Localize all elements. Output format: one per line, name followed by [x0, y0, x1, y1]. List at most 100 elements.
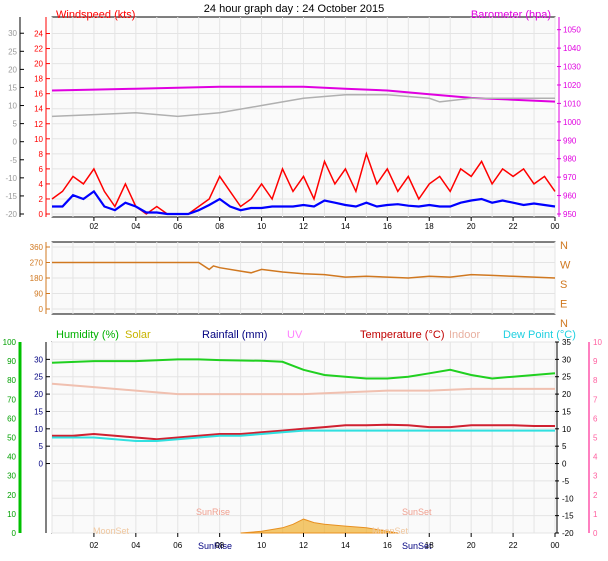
- x-tick-label: 10: [257, 222, 266, 231]
- humidity-axis-tick-label: 30: [7, 472, 16, 481]
- x-tick-label: 14: [341, 222, 350, 231]
- temp-right-tick-label: 25: [562, 373, 571, 382]
- x-tick-label: 08: [215, 541, 224, 550]
- temp-left-tick-label: 5: [39, 442, 44, 451]
- temp-right-tick-label: 20: [562, 390, 571, 399]
- wind-axis-tick-label: 16: [34, 90, 43, 99]
- legend-label: Temperature (°C): [360, 329, 444, 341]
- compass-label: N: [560, 240, 568, 252]
- humidity-axis-tick-label: 40: [7, 453, 16, 462]
- wind-axis-tick-label: 22: [34, 45, 43, 54]
- uv-axis-tick-label: 3: [593, 472, 598, 481]
- compass-label: N: [560, 318, 568, 330]
- outer-axis-tick-label: -10: [5, 174, 17, 183]
- wind-axis-tick-label: 12: [34, 120, 43, 129]
- temp-right-tick-label: 10: [562, 425, 571, 434]
- wind-axis-tick-label: 6: [39, 165, 44, 174]
- x-tick-label: 18: [425, 541, 434, 550]
- series-humidity: [51, 358, 556, 380]
- legend-label: Rainfall (mm): [202, 329, 267, 341]
- wind-axis-tick-label: 20: [34, 60, 43, 69]
- windspeed-label: Windspeed (kts): [56, 9, 135, 21]
- x-tick-label: 20: [467, 222, 476, 231]
- wind-axis-tick-label: 8: [39, 150, 44, 159]
- legend-label: Dew Point (°C): [503, 329, 576, 341]
- compass-label: E: [560, 299, 567, 311]
- barometer-axis: 1050 1040 1030 1020 1010 1000 990 980 970 960 950: [557, 17, 581, 219]
- wind-axis-tick-label: 4: [39, 180, 44, 189]
- x-tick-label: 00: [551, 222, 560, 231]
- humidity-axis-tick-label: 20: [7, 491, 16, 500]
- temp-panel-lines: [51, 358, 556, 534]
- wind-panel-x-axis: 02 04 06 08 10 12 14 16 18 20 22 00: [89, 217, 560, 231]
- deg-axis-tick-label: 270: [30, 259, 44, 268]
- wind-axis-tick-label: 10: [34, 135, 43, 144]
- x-tick-label: 22: [509, 541, 518, 550]
- temp-right-tick-label: -15: [562, 512, 574, 521]
- x-tick-label: 10: [257, 541, 266, 550]
- series-indoor: [51, 382, 555, 396]
- x-tick-label: 04: [131, 222, 140, 231]
- annotation-label: SunRise: [196, 507, 230, 517]
- wind-outer-axis: 30 25 20 15 10 5 0 -5 -10 -15 -20: [5, 17, 24, 219]
- temp-right-tick-label: -5: [562, 477, 570, 486]
- humidity-axis-tick-label: 80: [7, 376, 16, 385]
- x-tick-label: 00: [551, 541, 560, 550]
- outer-axis-tick-label: -20: [5, 210, 17, 219]
- deg-axis-tick-label: 180: [30, 274, 44, 283]
- temp-right-tick-label: 5: [562, 442, 567, 451]
- uv-axis-tick-label: 5: [593, 434, 598, 443]
- outer-axis-tick-label: 30: [8, 29, 17, 38]
- uv-axis-tick-label: 8: [593, 376, 598, 385]
- uv-axis-tick-label: 2: [593, 491, 598, 500]
- outer-axis-tick-label: -15: [5, 192, 17, 201]
- legend-label: Solar: [125, 329, 151, 341]
- outer-axis-tick-label: 15: [8, 83, 17, 92]
- series-temperature: [52, 423, 555, 441]
- humidity-axis-tick-label: 10: [7, 510, 16, 519]
- baro-axis-tick-label: 1020: [563, 81, 581, 90]
- temp-left-tick-label: 15: [34, 407, 43, 416]
- deg-axis-tick-label: 360: [30, 243, 44, 252]
- uv-axis-tick-label: 6: [593, 414, 598, 423]
- temp-panel-legend: Humidity (%) Solar Rainfall (mm) UV Temperat…: [56, 329, 576, 341]
- deg-axis-tick-label: 0: [39, 305, 44, 314]
- wind-axis-tick-label: 0: [39, 210, 44, 219]
- series-solar: [240, 518, 398, 534]
- uv-axis-tick-label: 0: [593, 529, 598, 538]
- humidity-axis-tick-label: 100: [3, 338, 17, 347]
- temp-left-tick-label: 20: [34, 390, 43, 399]
- outer-axis-tick-label: 0: [13, 138, 18, 147]
- wind-axis-tick-label: 14: [34, 105, 43, 114]
- baro-axis-tick-label: 970: [563, 173, 577, 182]
- uv-axis-tick-label: 4: [593, 453, 598, 462]
- series-average: [52, 189, 556, 216]
- baro-axis-tick-label: 1010: [563, 99, 581, 108]
- wind-panel-lines: [51, 85, 556, 216]
- uv-axis-tick-label: 10: [593, 338, 602, 347]
- x-tick-label: 16: [383, 222, 392, 231]
- legend-label: Indoor: [449, 329, 481, 341]
- direction-degree-axis: 360 270 180 90 0: [30, 242, 50, 314]
- deg-axis-tick-label: 90: [34, 290, 43, 299]
- outer-axis-tick-label: 10: [8, 102, 17, 111]
- wind-axis-tick-label: 24: [34, 30, 43, 39]
- outer-axis-tick-label: 20: [8, 65, 17, 74]
- temp-right-tick-label: 35: [562, 338, 571, 347]
- humidity-axis-tick-label: 0: [12, 529, 17, 538]
- baro-axis-tick-label: 980: [563, 155, 577, 164]
- x-tick-label: 08: [215, 222, 224, 231]
- x-tick-label: 02: [89, 222, 98, 231]
- humidity-axis-tick-label: 60: [7, 414, 16, 423]
- baro-axis-tick-label: 990: [563, 136, 577, 145]
- baro-axis-tick-label: 1040: [563, 44, 581, 53]
- legend-label: Humidity (%): [56, 329, 119, 341]
- temp-right-tick-label: 15: [562, 407, 571, 416]
- x-tick-label: 16: [383, 541, 392, 550]
- temp-right-tick-label: 0: [562, 460, 567, 469]
